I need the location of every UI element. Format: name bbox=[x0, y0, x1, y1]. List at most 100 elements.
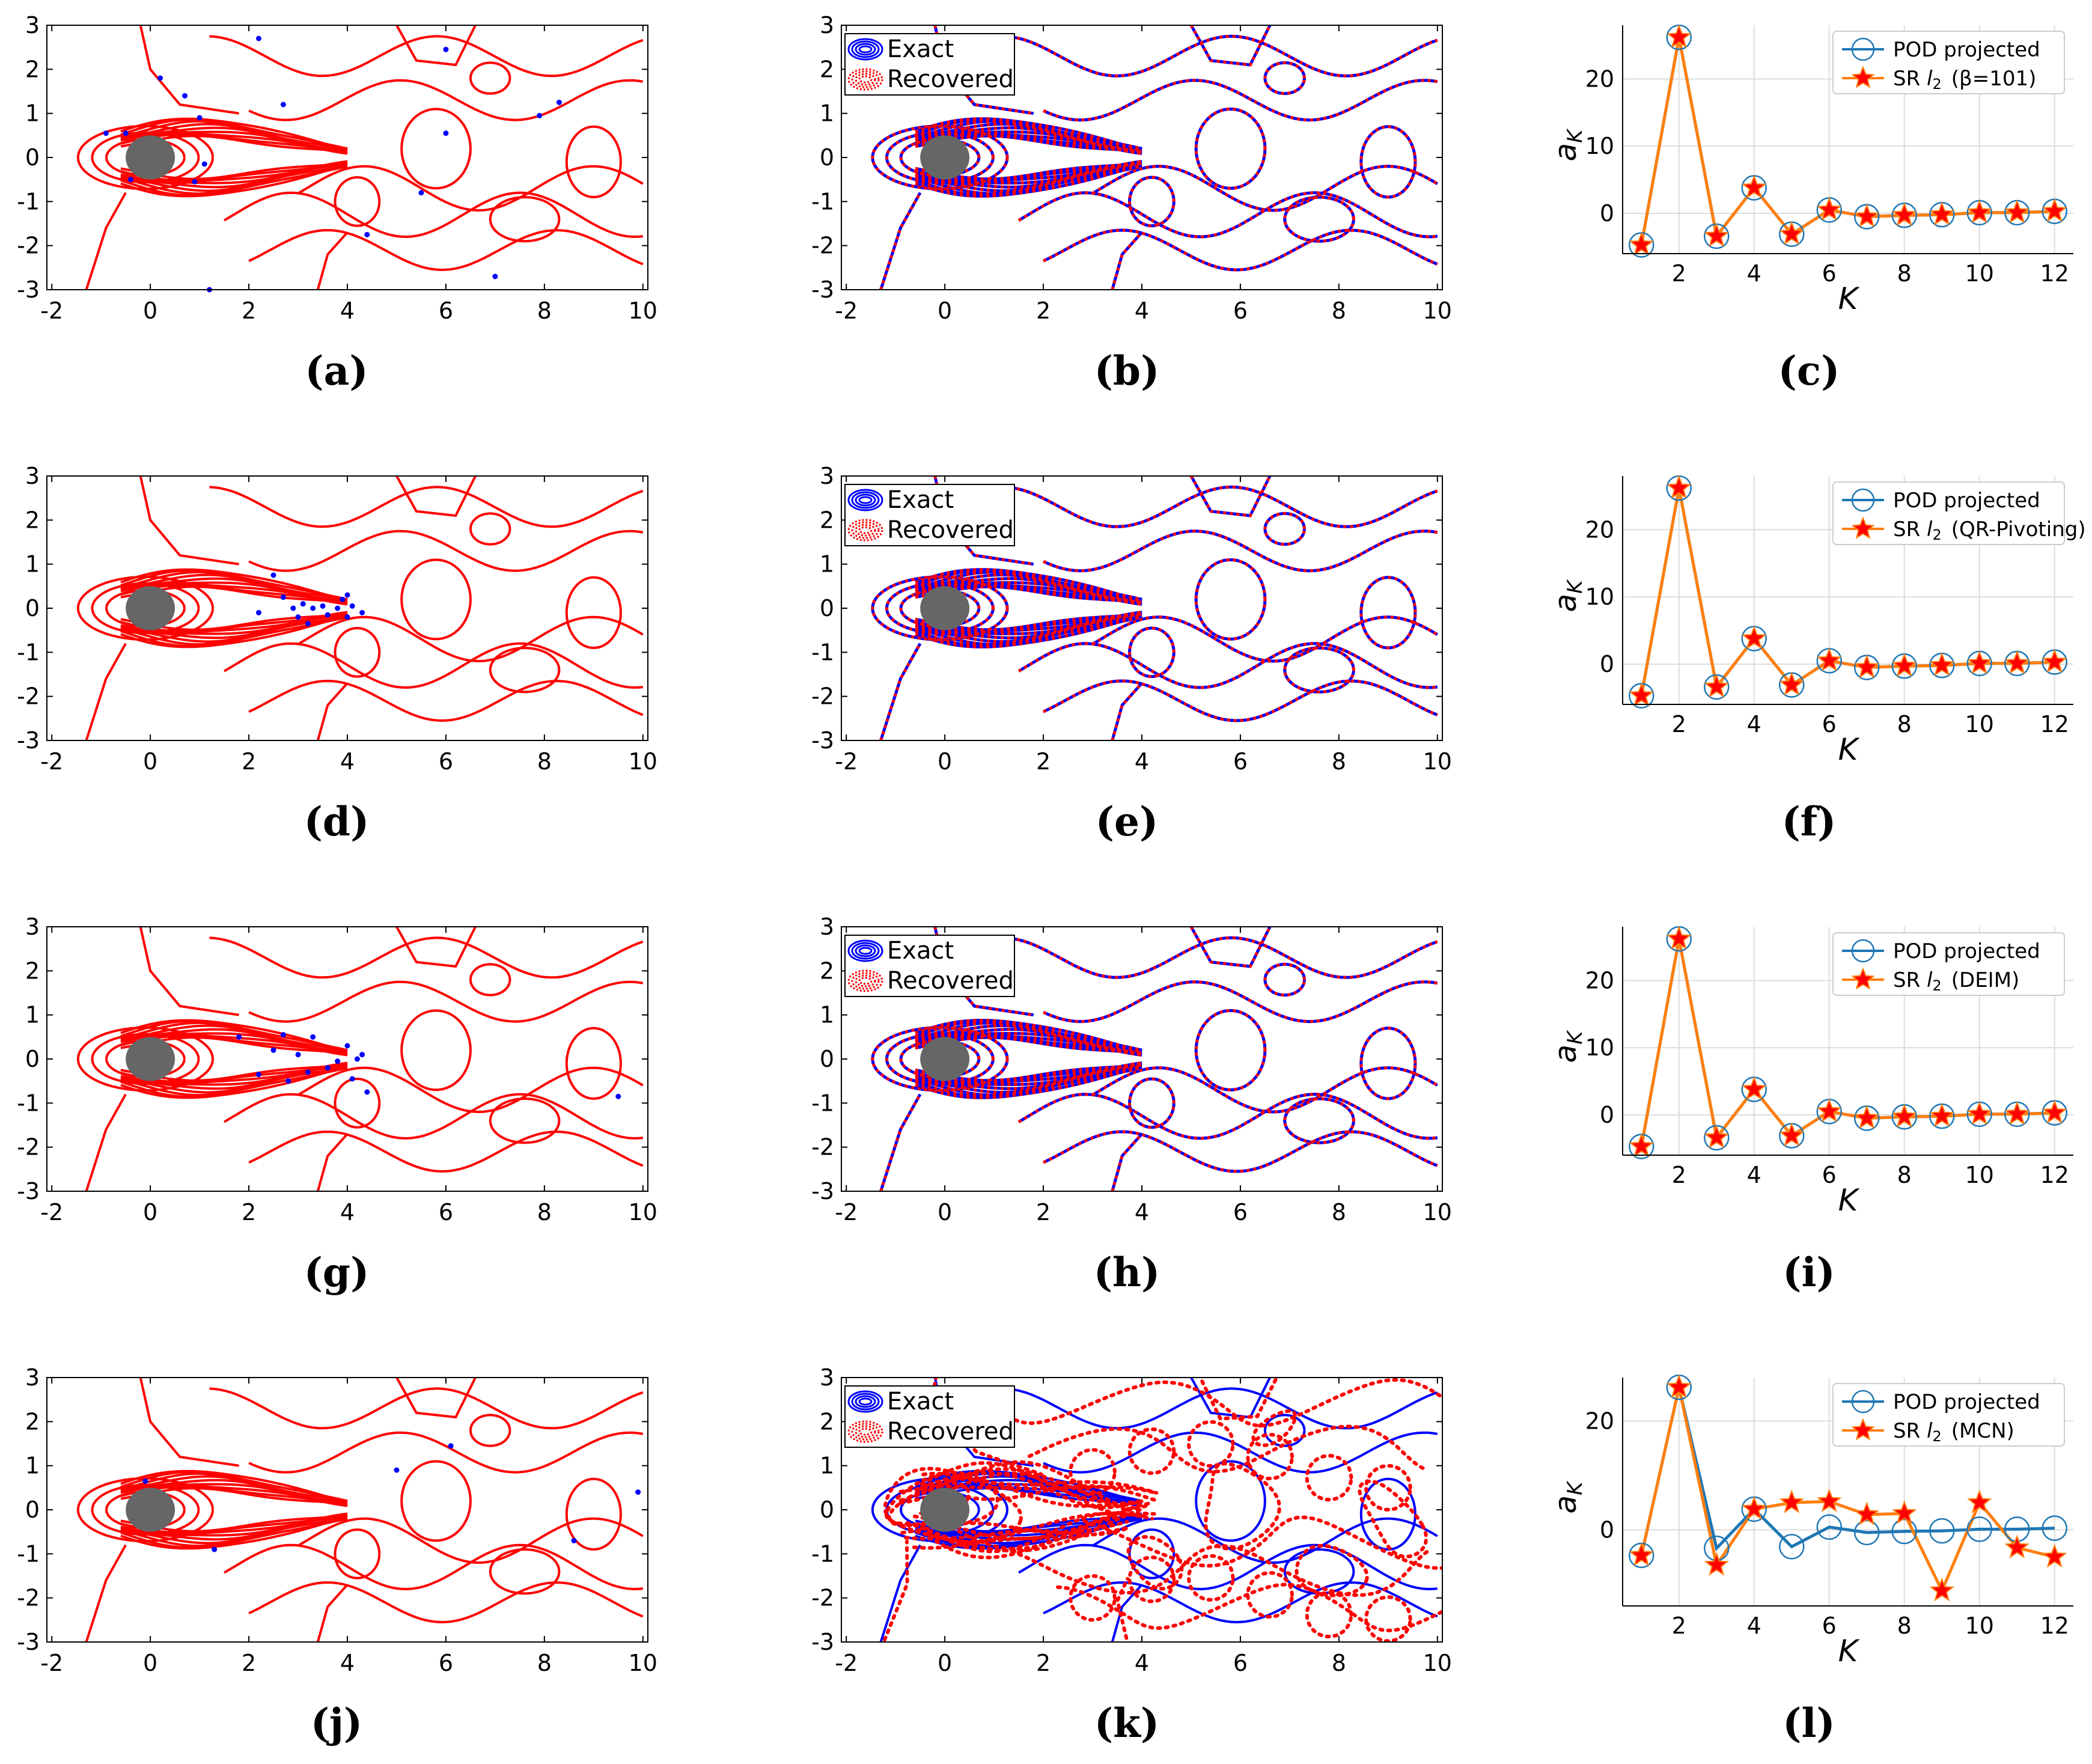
y-tick-label: -1 bbox=[811, 1540, 834, 1567]
legend-sr-l: l bbox=[1927, 67, 1933, 91]
sr-point bbox=[1704, 1125, 1730, 1149]
sensor-point bbox=[305, 621, 311, 627]
y-tick-label: 0 bbox=[1600, 200, 1614, 227]
exact-contour-line bbox=[1190, 1378, 1271, 1419]
recovered-contour-line bbox=[1263, 61, 1306, 96]
recovered-contour-line bbox=[1002, 1544, 1429, 1597]
legend-sr-marker bbox=[1851, 516, 1875, 539]
exact-contour-line bbox=[1091, 1066, 1439, 1114]
x-tick-label: 10 bbox=[629, 1199, 657, 1225]
sensor-point bbox=[537, 112, 543, 118]
recovered-contour-line bbox=[915, 132, 1142, 155]
x-tick-label: 6 bbox=[1233, 1199, 1248, 1225]
x-tick-label: 4 bbox=[1135, 1199, 1149, 1225]
sensor-point bbox=[344, 614, 350, 620]
contour-line bbox=[469, 512, 511, 546]
sensor-point bbox=[127, 177, 133, 183]
recovered-contour-line bbox=[1194, 1009, 1267, 1091]
sensor-point bbox=[280, 594, 286, 600]
x-tick-label: 8 bbox=[1897, 1613, 1912, 1639]
contour-line bbox=[248, 228, 644, 272]
x-tick-label: 8 bbox=[1332, 1199, 1346, 1225]
sr-point bbox=[1966, 650, 1992, 674]
recovered-contour-line bbox=[1111, 231, 1143, 290]
x-tick-label: 10 bbox=[1965, 711, 1994, 737]
x-tick-label: 0 bbox=[938, 298, 952, 324]
y-tick-label: 0 bbox=[820, 1046, 834, 1072]
recovered-contour-line bbox=[1189, 25, 1272, 67]
recovered-contour-line bbox=[915, 160, 1142, 185]
y-tick-label: 0 bbox=[25, 144, 40, 171]
recovered-contour-line bbox=[871, 575, 1009, 641]
y-tick-label: 2 bbox=[820, 1408, 834, 1435]
recovered-contour-line bbox=[1186, 1554, 1235, 1602]
y-tick-label: -2 bbox=[811, 1134, 834, 1161]
recovered-contour-line bbox=[915, 568, 1142, 602]
recovered-contour-line bbox=[1127, 1555, 1176, 1604]
x-tick-label: 6 bbox=[1233, 298, 1248, 324]
legend-sr-suffix: (MCN) bbox=[1951, 1419, 2014, 1443]
contour-line bbox=[395, 25, 477, 67]
legend-recovered-swatch bbox=[858, 1427, 873, 1436]
recovered-contour-line bbox=[915, 165, 1142, 195]
sensor-point bbox=[310, 1034, 316, 1040]
sensor-point bbox=[310, 605, 316, 611]
sensor-point bbox=[354, 1056, 360, 1062]
sensor-point bbox=[349, 603, 355, 609]
legend-sr-sub: 2 bbox=[1932, 1428, 1941, 1445]
y-tick-label: 0 bbox=[1600, 1516, 1614, 1543]
y-tick-label: 0 bbox=[820, 595, 834, 621]
sr-point bbox=[1667, 475, 1692, 499]
recovered-contour-line bbox=[1194, 108, 1267, 190]
y-tick-label: 2 bbox=[25, 507, 40, 533]
contour-line bbox=[334, 1528, 381, 1579]
recovered-contour-line bbox=[915, 1065, 1142, 1099]
recovered-contour-line bbox=[915, 126, 1142, 154]
recovered-contour-line bbox=[915, 1061, 1142, 1086]
contour-line bbox=[120, 1517, 348, 1549]
x-axis-label: K bbox=[1838, 281, 1861, 316]
sensor-point bbox=[197, 115, 203, 121]
recovered-contour-line bbox=[919, 1461, 1141, 1506]
sr-point bbox=[1779, 1489, 1804, 1513]
legend-exact-label: Exact bbox=[887, 1388, 954, 1415]
recovered-contour-line bbox=[883, 1466, 1023, 1544]
caption-k: (k) bbox=[1094, 1700, 1159, 1747]
contour-line bbox=[248, 1581, 644, 1624]
contour-line bbox=[209, 486, 644, 528]
recovered-contour-line bbox=[1043, 79, 1438, 122]
y-axis-label: aK bbox=[1548, 579, 1587, 612]
legend-recovered-swatch bbox=[855, 974, 876, 987]
sensor-point bbox=[492, 273, 498, 279]
x-tick-label: 8 bbox=[1332, 748, 1346, 775]
sr-point bbox=[1816, 1098, 1842, 1122]
recovered-contour-line bbox=[1127, 1427, 1176, 1475]
sensor-point bbox=[340, 596, 346, 602]
contour-line bbox=[120, 1066, 348, 1099]
legend-sr-label: SR l2 (QR-Pivoting) bbox=[1893, 517, 2086, 543]
contour-line bbox=[209, 936, 644, 979]
recovered-contour-line bbox=[915, 1032, 1142, 1057]
contour-line bbox=[565, 125, 622, 198]
recovered-contour-line bbox=[915, 1033, 1142, 1057]
legend: POD projected SR l2 (MCN) bbox=[1832, 1383, 2065, 1447]
exact-contour-line bbox=[1043, 530, 1438, 573]
x-tick-label: 0 bbox=[938, 1199, 952, 1225]
x-tick-label: 10 bbox=[1965, 1613, 1994, 1639]
x-tick-label: -2 bbox=[835, 748, 858, 775]
contour-line bbox=[248, 79, 644, 121]
sr-point bbox=[1929, 652, 1955, 676]
recovered-contour-line bbox=[1186, 1420, 1235, 1468]
sensor-point bbox=[236, 1034, 242, 1040]
recovered-contour-line bbox=[1017, 191, 1438, 239]
caption-a: (a) bbox=[305, 347, 368, 394]
y-tick-label: 3 bbox=[25, 463, 40, 489]
legend-recovered-swatch bbox=[851, 1423, 880, 1441]
pod-point bbox=[1966, 1516, 1992, 1542]
sensor-point bbox=[335, 605, 341, 611]
caption-e: (e) bbox=[1096, 798, 1158, 845]
legend-exact-swatch bbox=[855, 944, 876, 957]
contour-line bbox=[139, 476, 239, 566]
recovered-contour-line bbox=[1194, 558, 1267, 641]
